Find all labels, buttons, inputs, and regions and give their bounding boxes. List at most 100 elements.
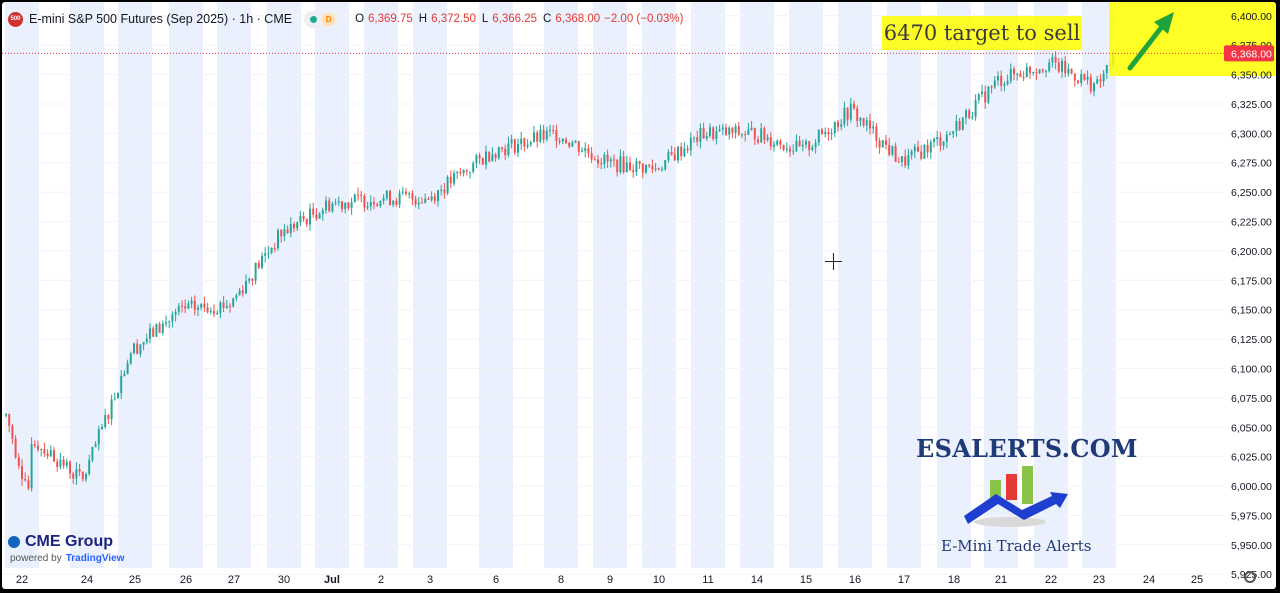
candle-body [296,222,299,229]
candle-body [414,199,417,205]
candle-body [283,229,286,237]
time-tick-label: 30 [278,574,290,586]
time-tick-label: 2 [378,574,384,586]
settings-gear-icon[interactable] [1244,571,1256,583]
time-tick-label: 16 [849,574,861,586]
last-price-badge [1224,45,1274,62]
candle-body [315,214,318,219]
candle-body [357,194,359,196]
candle-body [395,200,398,205]
candle-body [955,121,958,132]
session-band [413,2,447,568]
cme-globe-icon [8,536,20,548]
candle-body [776,140,779,145]
candle-body [286,229,289,234]
candle-body [865,120,868,126]
symbol-title[interactable]: E-mini S&P 500 Futures (Sep 2025) · 1h ·… [29,12,293,26]
candle-body [910,151,913,156]
price-tick-label: 6,050.00 [1231,422,1272,434]
candle-body [257,262,260,268]
candle-body [661,169,663,171]
candle-body [293,223,295,229]
candle-body [725,127,727,135]
candle-body [382,198,385,201]
candle-body [792,151,795,153]
candle-body [325,200,327,211]
target-annotation[interactable]: 6470 target to sell [882,16,1082,50]
candle-body [1019,73,1022,78]
candle-body [632,170,635,173]
candle-body [251,278,254,281]
candle-body [584,148,587,151]
candle-body [142,341,145,345]
candle-body [213,311,215,314]
candle-body [379,200,382,207]
candle-body [363,195,366,208]
candle-body [155,324,158,337]
candle-body [8,414,11,426]
session-band [70,2,104,568]
session-band [789,2,823,568]
open-key: O [355,13,365,25]
arrow-up-right-icon [1127,21,1167,71]
candle-body [529,142,532,145]
candle-body [427,198,430,200]
candle-body [1102,73,1105,82]
candle-body [270,247,273,253]
candle-body [897,161,900,163]
candle-body [718,129,721,131]
price-tick-label: 6,400.00 [1231,11,1272,23]
symbol-logo[interactable]: 500 [8,11,23,27]
candle-body [638,161,641,164]
candle-body [1086,76,1089,80]
candle-body [878,140,881,148]
candle-body [421,202,423,204]
candle-body [165,321,167,324]
candle-body [238,290,241,296]
candle-body [59,459,62,467]
candle-body [235,295,238,299]
candle-body [302,216,305,220]
candle-body [1077,80,1079,84]
candle-body [408,193,411,195]
market-status-pill[interactable]: D [304,10,342,28]
candle-body [536,132,539,142]
powered-by[interactable]: powered by TradingView [10,553,124,564]
candle-body [30,444,33,489]
candle-body [78,469,81,472]
candle-body [545,130,548,140]
candle-body [1003,84,1006,86]
candle-body [555,130,558,141]
candle-body [901,156,903,163]
session-band [479,2,513,568]
candle-body [1025,67,1028,78]
low-value: 6,366.25 [492,13,538,25]
data-provider-logo[interactable]: CME Group [8,533,113,551]
session-band [593,2,627,568]
time-tick-label: 3 [427,574,433,586]
candle-body [696,137,699,142]
candle-body [837,121,839,127]
candle-body [945,134,948,142]
candle-body [94,444,97,447]
candle-body [126,363,129,374]
brand-site-name: ESALERTS.COM [916,434,1138,463]
session-band [984,2,1018,568]
candle-body [993,80,996,88]
brand-tagline: E-Mini Trade Alerts [941,537,1092,555]
price-tick-label: 6,100.00 [1231,363,1272,375]
candle-body [5,414,7,416]
candle-body [1016,73,1019,75]
candle-body [923,144,926,159]
price-tick-label: 5,950.00 [1231,540,1272,552]
candle-body [350,202,353,209]
session-band [544,2,578,568]
candle-body [689,137,692,151]
candle-body [673,154,676,161]
candle-body [91,446,94,460]
candle-body [40,449,43,451]
market-open-icon [310,15,318,23]
candle-body [641,163,644,173]
